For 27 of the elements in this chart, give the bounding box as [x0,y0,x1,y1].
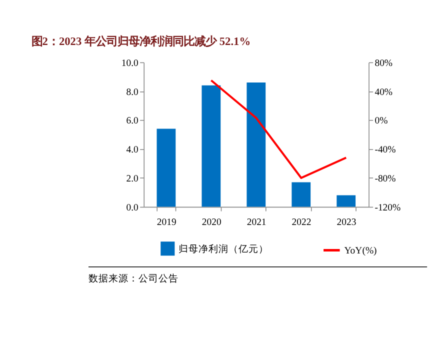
y-tick-label: 6.0 [126,116,139,127]
x-tick-label: 2022 [292,217,312,228]
y2-tick-label: 0% [374,116,388,127]
y-tick-label: 4.0 [126,144,139,156]
y2-tick-label: 80% [374,58,393,69]
legend-label: 归母净利润（亿元） [178,242,269,255]
bar [246,82,266,207]
x-tick-label: 2021 [246,217,266,228]
bar [202,85,221,207]
y2-tick-label: -80% [374,174,396,185]
y2-tick-label: -40% [374,144,396,156]
legend-label: YoY(%) [344,245,377,256]
y-tick-label: 2.0 [126,174,139,185]
x-tick-label: 2023 [336,217,356,228]
y-tick-label: 10.0 [121,58,139,69]
bar [156,128,176,207]
source-note: 数据来源：公司公告 [88,272,178,285]
y2-tick-label: -120% [374,202,401,214]
y-tick-label: 0.0 [126,202,139,214]
x-tick-label: 2019 [156,217,176,228]
chart-title: 图2：2023 年公司归母净利润同比减少 52.1% [31,35,251,48]
y-tick-label: 8.0 [126,86,139,98]
bar [292,182,311,207]
y2-tick-label: 40% [374,86,393,98]
line-series [210,79,348,179]
bar [336,195,356,207]
x-tick-label: 2020 [202,217,222,228]
